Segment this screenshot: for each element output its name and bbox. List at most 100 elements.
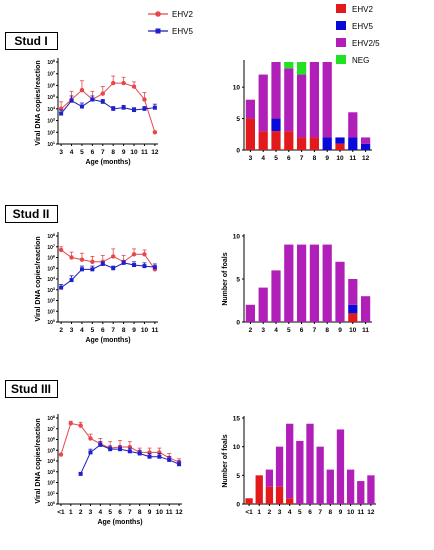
bar-x-tick-label: 7	[300, 155, 304, 162]
line-y-tick-label: 107	[47, 426, 55, 433]
line-point-ehv5	[147, 454, 152, 459]
bar-x-tick-label: 2	[249, 327, 253, 334]
line-y-tick-label: 103	[47, 287, 55, 294]
bar-segment-ehv2	[335, 143, 345, 150]
line-x-tick-label: 3	[59, 149, 63, 156]
bar-segment-mix	[348, 112, 358, 138]
line-point-ehv2	[111, 254, 116, 259]
line-point-ehv5	[79, 104, 84, 109]
bar-segment-ehv2	[284, 131, 294, 150]
bar-x-tick-label: 2	[268, 509, 272, 516]
bar-y-axis-label: Number of foals	[222, 252, 229, 305]
bar-y-tick-label: 5	[236, 473, 240, 480]
stud-label-box	[5, 32, 58, 50]
line-point-ehv5	[132, 263, 137, 268]
line-x-tick-label: 5	[80, 149, 84, 156]
line-point-ehv5	[142, 264, 147, 269]
legend-bar-ehv2-swatch	[336, 4, 346, 13]
line-x-axis-label: Age (months)	[85, 337, 130, 344]
line-y-tick-label: 103	[47, 118, 55, 125]
line-x-tick-label: 7	[101, 149, 105, 156]
line-y-axis-label: Viral DNA copies/reaction	[35, 60, 42, 145]
bar-segment-mix	[275, 446, 284, 487]
bar-segment-ehv2	[245, 498, 253, 504]
bar-segment-mix	[367, 475, 375, 504]
bar-x-tick-label: 8	[325, 327, 329, 334]
line-x-tick-label: 3	[89, 509, 93, 516]
bar-segment-ehv5	[271, 118, 281, 132]
bar-x-tick-label: 4	[274, 327, 278, 334]
bar-y-tick-label: 5	[236, 116, 240, 123]
bar-x-tick-label: 12	[367, 509, 375, 516]
bar-segment-mix	[245, 99, 256, 119]
bar-segment-mix	[258, 287, 268, 322]
line-point-ehv5	[79, 267, 84, 272]
line-x-tick-label: 9	[132, 327, 136, 334]
line-point-ehv5	[142, 106, 147, 111]
bar-x-tick-label: 6	[308, 509, 312, 516]
bar-segment-ehv2	[309, 137, 320, 150]
line-x-tick-label: 6	[118, 509, 122, 516]
legend-bar-ehv2-label: EHV2	[352, 5, 373, 14]
line-series-ehv5	[60, 98, 155, 114]
line-x-tick-label: 4	[80, 327, 84, 334]
bar-y-tick-label: 5	[236, 277, 240, 284]
bar-segment-ehv2	[271, 131, 281, 150]
line-x-tick-label: 10	[141, 327, 149, 334]
bar-segment-mix	[286, 423, 294, 499]
line-x-tick-label: <1	[57, 509, 65, 516]
bar-x-tick-label: 10	[347, 509, 355, 516]
line-x-tick-label: 7	[128, 509, 132, 516]
line-y-tick-label: 102	[47, 298, 55, 305]
bar-segment-mix	[306, 423, 314, 504]
legend-ehv5-marker	[155, 28, 161, 34]
bar-y-tick-label: 10	[233, 444, 241, 451]
line-chart: 101 102 103 104 105 106 107 108 3 4 5 6 7 8 9 10 11 12 Age…	[35, 58, 159, 166]
bar-y-tick-label: 10	[233, 234, 241, 241]
bar-x-tick-label: 11	[362, 327, 369, 334]
line-x-tick-label: 4	[99, 509, 103, 516]
line-x-tick-label: 9	[122, 149, 126, 156]
line-point-ehv2	[78, 423, 83, 428]
line-point-ehv5	[118, 447, 122, 452]
bar-segment-mix	[360, 296, 371, 322]
line-y-tick-label: 101	[47, 141, 55, 148]
line-point-ehv5	[100, 261, 105, 266]
bar-x-tick-label: 4	[261, 155, 265, 162]
line-point-ehv5	[100, 99, 105, 104]
bar-segment-mix	[322, 244, 332, 322]
legend-bar-neg-swatch	[336, 55, 346, 64]
line-x-tick-label: 6	[91, 149, 95, 156]
bar-x-tick-label: 7	[313, 327, 317, 334]
line-x-tick-label: 5	[91, 327, 95, 334]
line-series-ehv2	[60, 82, 156, 133]
line-point-ehv2	[142, 252, 147, 257]
line-x-tick-label: 10	[156, 509, 164, 516]
line-point-ehv2	[100, 91, 105, 96]
bar-x-tick-label: 10	[349, 327, 357, 334]
bar-x-tick-label: 9	[339, 509, 343, 516]
bar-x-tick-label: 10	[336, 155, 344, 162]
bar-x-tick-label: 12	[362, 155, 370, 162]
bar-segment-ehv5	[335, 137, 345, 144]
line-point-ehv5	[121, 260, 126, 265]
bar-y-tick-label: 0	[236, 502, 240, 509]
stud-label-box	[5, 380, 58, 398]
line-point-ehv5	[59, 111, 64, 116]
bar-x-tick-label: 5	[298, 509, 302, 516]
line-y-axis-label: Viral DNA copies/reaction	[35, 236, 42, 321]
line-point-ehv5	[69, 278, 74, 283]
line-x-tick-label: 12	[175, 509, 183, 516]
line-point-ehv2	[142, 97, 147, 102]
bar-x-tick-label: 4	[288, 509, 292, 516]
line-series-ehv5	[60, 262, 155, 289]
legend-bar-mix-label: EHV2/5	[352, 39, 380, 48]
bar-segment-mix	[284, 244, 294, 322]
line-y-tick-label: 108	[47, 415, 55, 422]
line-point-ehv5	[132, 108, 137, 113]
line-point-ehv5	[167, 457, 172, 462]
